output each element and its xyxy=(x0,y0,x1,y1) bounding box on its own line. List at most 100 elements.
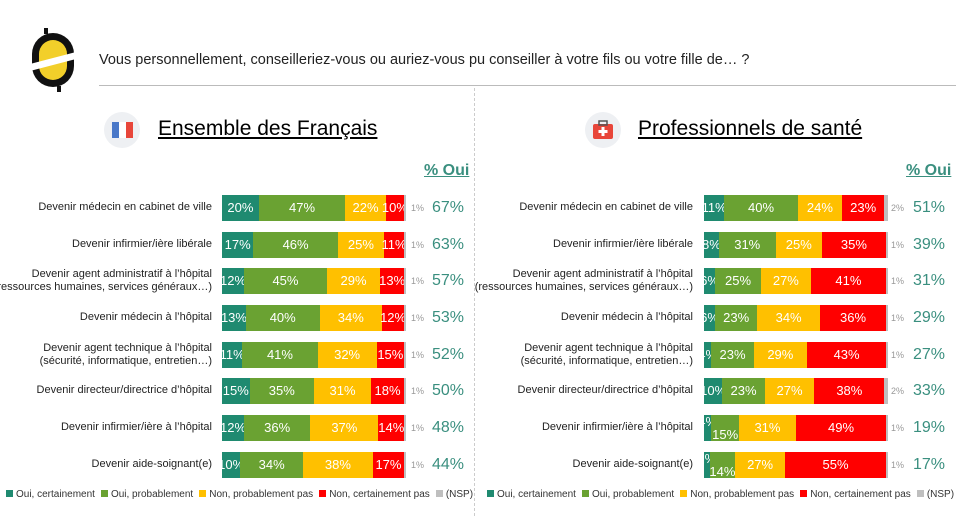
bar-segment-label: 37% xyxy=(331,420,358,435)
bar-segment-1: 23% xyxy=(715,305,758,331)
stacked-bar: 13% 40% 34% 12% xyxy=(221,305,406,331)
bar-segment-0: 20% xyxy=(222,195,259,221)
stacked-bar: 4% 15% 31% 49% xyxy=(698,415,888,441)
legend-label: Oui, certainement xyxy=(497,489,576,500)
bar-segment-label: 27% xyxy=(772,273,799,288)
bar-segment-label: 29% xyxy=(340,273,367,288)
bar-segment-2: 38% xyxy=(302,452,373,478)
bar-segment-label: 17% xyxy=(224,237,251,252)
bar-segment-3: 49% xyxy=(795,415,887,441)
pct-oui-value: 17% xyxy=(913,456,946,473)
category-label: Devenir agent technique à l’hôpital (sécu… xyxy=(0,342,693,368)
bar-segment-label: 14% xyxy=(709,464,736,479)
legend-item: Non, probablement pas xyxy=(199,489,313,500)
category-label: Devenir infirmier/ière à l’hôpital xyxy=(0,415,212,441)
category-label: Devenir directeur/directrice d’hôpital xyxy=(0,378,693,404)
bar-segment-label: 40% xyxy=(748,200,775,215)
bar-segment-2: 27% xyxy=(761,268,811,294)
nsp-label: 1% xyxy=(411,423,425,433)
legend-item: Oui, probablement xyxy=(581,489,674,500)
bar-segment-label: 40% xyxy=(269,310,296,325)
bar-segment-1: 14% xyxy=(709,452,736,479)
pct-oui-value: 29% xyxy=(913,309,946,326)
bar-segment-label: 31% xyxy=(329,383,356,398)
legend-swatch xyxy=(800,490,808,497)
bar-segment-1: 34% xyxy=(240,452,303,478)
category-label: Devenir infirmier/ière à l’hôpital xyxy=(0,415,693,441)
bar-segment-1: 41% xyxy=(242,342,318,368)
bar-segment-1: 47% xyxy=(258,195,346,221)
category-label-text: Devenir infirmier/ière à l’hôpital xyxy=(60,421,212,433)
bar-segment-2: 22% xyxy=(345,195,386,221)
stacked-bar: 8% 31% 25% 35% xyxy=(701,232,888,258)
bar-segment-label: 12% xyxy=(220,273,247,288)
category-label-text: Devenir infirmier/ière libérale xyxy=(72,238,212,250)
pct-oui-header: % Oui xyxy=(906,162,952,179)
bar-segment-label: 43% xyxy=(833,347,860,362)
bar-segment-4 xyxy=(404,452,406,478)
stacked-bar: 4% 23% 29% 43% xyxy=(698,342,888,368)
bar-segment-label: 23% xyxy=(723,310,750,325)
bar-segment-3: 11% xyxy=(381,232,407,258)
bar-segment-4 xyxy=(404,342,406,368)
bar-segment-4 xyxy=(886,232,888,258)
bar-segment-2: 37% xyxy=(310,415,379,441)
stacked-bar: 12% 36% 37% 14% xyxy=(220,415,406,441)
bar-segment-3: 23% xyxy=(841,195,885,221)
bar-segment-3: 18% xyxy=(371,378,405,404)
legend-item: Oui, certainement xyxy=(6,489,95,500)
bar-segment-2: 27% xyxy=(764,378,815,404)
bar-segment-label: 10% xyxy=(700,383,727,398)
question-text: Vous personnellement, conseilleriez-vous… xyxy=(99,52,750,68)
bar-segment-1: 15% xyxy=(711,415,739,441)
bar-segment-1: 46% xyxy=(253,232,338,258)
bar-segment-2: 27% xyxy=(735,452,785,478)
bar-segment-1: 31% xyxy=(718,232,776,258)
category-label: Devenir médecin en cabinet de ville xyxy=(0,195,212,221)
bar-segment-3: 43% xyxy=(807,342,887,368)
stacked-bar: 6% 25% 27% 41% xyxy=(700,268,888,294)
nsp-label: 1% xyxy=(411,203,425,213)
bar-segment-1: 23% xyxy=(722,378,765,404)
bar-segment-1: 45% xyxy=(244,268,327,294)
bar-segment-2: 34% xyxy=(319,305,383,331)
category-label: Devenir infirmier/ière libérale xyxy=(0,232,212,258)
bar-segment-label: 34% xyxy=(775,310,802,325)
pct-oui-value: 48% xyxy=(432,419,465,436)
bar-segment-label: 27% xyxy=(747,457,774,472)
pct-oui-value: 31% xyxy=(913,272,946,289)
bar-segment-0: 10% xyxy=(700,378,726,404)
bar-segment-2: 34% xyxy=(757,305,820,331)
bar-segment-label: 11% xyxy=(701,200,727,215)
category-label: Devenir agent administratif à l’hôpital(… xyxy=(0,268,693,294)
panel-title: Ensemble des Français xyxy=(158,117,378,140)
bar-segment-3: 15% xyxy=(376,342,405,368)
category-label-text: Devenir aide-soignant(e) xyxy=(91,458,212,470)
bar-segment-label: 6% xyxy=(700,273,719,288)
pct-oui-value: 51% xyxy=(913,199,946,216)
stacked-bar: 6% 23% 34% 36% xyxy=(700,305,888,331)
pct-oui-value: 33% xyxy=(913,382,946,399)
legend-label: (NSP) xyxy=(445,489,474,500)
bar-segment-2: 25% xyxy=(775,232,822,258)
legend: Oui, certainement Oui, probablement Non, p… xyxy=(6,489,473,500)
pct-oui-value: 63% xyxy=(432,236,465,253)
category-label-text: Devenir médecin à l’hôpital xyxy=(560,311,693,323)
bar-segment-label: 41% xyxy=(835,273,862,288)
bar-segment-label: 35% xyxy=(268,383,295,398)
bar-segment-3: 17% xyxy=(372,452,405,478)
bar-segment-label: 36% xyxy=(264,420,291,435)
bar-segment-label: 38% xyxy=(836,383,863,398)
divider xyxy=(99,85,956,86)
category-label-text: Devenir agent administratif à l’hôpital(… xyxy=(474,268,693,293)
bar-segment-label: 8% xyxy=(701,237,721,252)
bar-segment-label: 25% xyxy=(725,273,752,288)
bar-segment-label: 13% xyxy=(379,273,406,288)
nsp-label: 1% xyxy=(411,313,425,323)
stacked-bar: 15% 35% 31% 18% xyxy=(222,378,406,404)
category-label: Devenir agent administratif à l’hôpital(… xyxy=(0,268,212,294)
bar-segment-label: 36% xyxy=(839,310,867,325)
nsp-label: 2% xyxy=(891,203,905,213)
stacked-bar: 11% 41% 32% 15% xyxy=(220,342,406,368)
bar-segment-4 xyxy=(886,268,888,294)
